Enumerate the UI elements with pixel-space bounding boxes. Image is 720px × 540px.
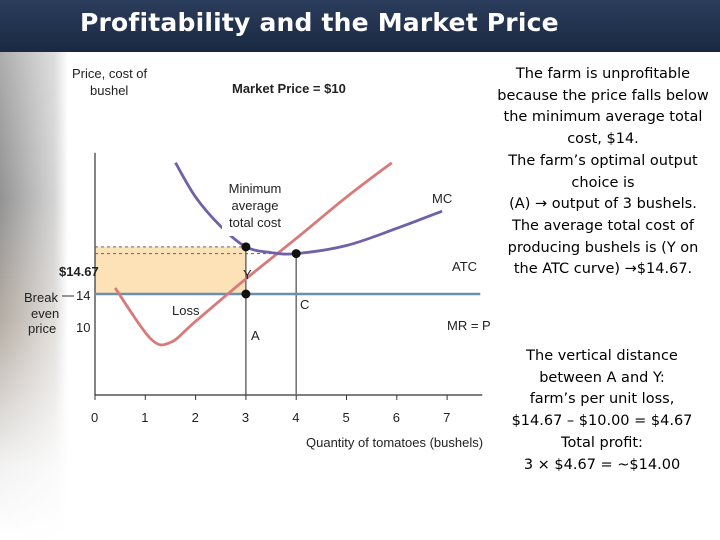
y-axis-label: bushel (90, 83, 128, 98)
mc-curve (113, 161, 393, 347)
note-line: $14.67 – $10.00 = $4.67 (511, 413, 693, 430)
min-atc-line-1: Minimum (228, 181, 282, 196)
note-line: between A and Y: (539, 369, 665, 386)
x-tick-label: 4 (292, 410, 299, 425)
price-1467-label: $14.67 (59, 264, 99, 279)
atc-label: ATC (452, 259, 477, 274)
x-tick-label: 5 (343, 410, 350, 425)
x-tick-label: 6 (393, 410, 400, 425)
unprofitable-explanation: The farm is unprofitable because the pri… (488, 60, 718, 294)
x-tick-label: 1 (141, 410, 148, 425)
mr-label: MR = P (447, 318, 491, 333)
x-tick-label: 7 (443, 410, 450, 425)
point-a (241, 289, 251, 299)
title-bar: Profitability and the Market Price (0, 0, 720, 52)
mc-label: MC (432, 191, 452, 206)
price-10-label: 10 (76, 320, 90, 335)
x-axis-label: Quantity of tomatoes (bushels) (306, 435, 483, 450)
price-14-label: 14 (76, 288, 90, 303)
atc-curve (174, 161, 443, 256)
x-tick-label: 2 (192, 410, 199, 425)
note-line: 3 × $4.67 = ~$14.00 (523, 456, 681, 473)
note-line: Total profit: (561, 434, 643, 451)
note-line: The average total cost of (512, 217, 694, 234)
loss-area (95, 246, 246, 294)
break-even-label: price (28, 321, 56, 336)
point-y-label: Y (243, 267, 252, 282)
note-line: the minimum average total (503, 109, 703, 126)
note-line: choice is (571, 174, 635, 191)
min-atc-label-box: Minimum average total cost (222, 178, 288, 236)
note-line: cost, $14. (567, 131, 639, 148)
note-line: the ATC curve) →$14.67. (513, 261, 693, 278)
loss-label: Loss (172, 303, 200, 318)
point-c (291, 249, 301, 259)
note-line: The vertical distance (526, 348, 678, 364)
break-even-label: Break (24, 290, 58, 305)
break-even-label: even (31, 306, 59, 321)
min-atc-line-3: total cost (228, 215, 282, 230)
note-line: The farm is unprofitable (515, 66, 691, 82)
x-tick-label: 0 (91, 410, 98, 425)
y-axis-label: Price, cost of (72, 66, 148, 81)
background-fade (0, 52, 68, 540)
note-line: farm’s per unit loss, (529, 391, 675, 408)
min-atc-line-2: average (231, 198, 279, 213)
page-title: Profitability and the Market Price (80, 8, 559, 37)
point-c-label: C (300, 297, 309, 312)
note-line: (A) → output of 3 bushels. (509, 196, 697, 213)
point-y (241, 242, 251, 252)
note-line: producing bushels is (Y on (507, 239, 699, 256)
point-a-label: A (251, 328, 260, 343)
note-line: The farm’s optimal output (508, 152, 698, 169)
note-line: because the price falls below (497, 87, 709, 104)
loss-explanation: The vertical distance between A and Y: f… (488, 342, 716, 484)
x-tick-label: 3 (242, 410, 249, 425)
market-price-label: Market Price = $10 (232, 81, 346, 96)
